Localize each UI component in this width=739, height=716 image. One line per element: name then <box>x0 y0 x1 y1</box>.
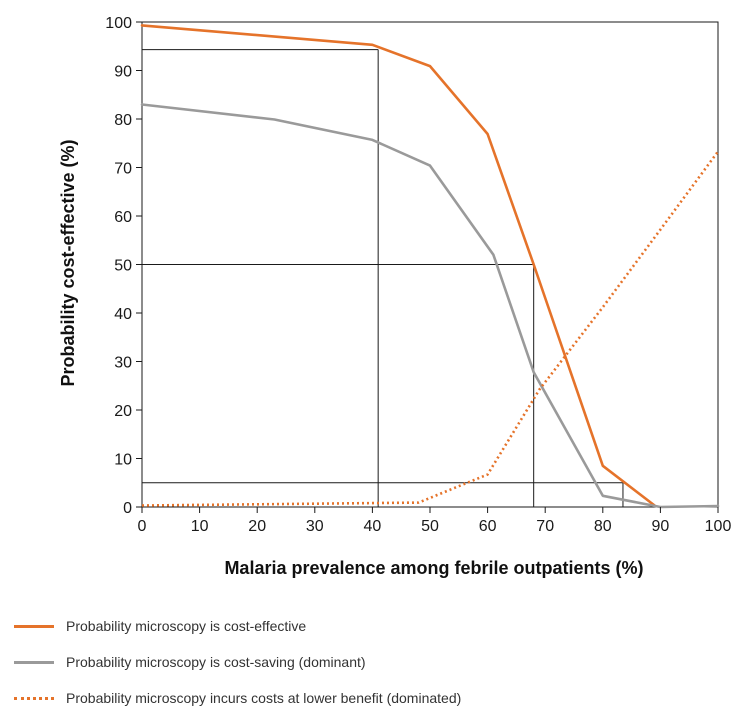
y-tick-label: 0 <box>123 500 132 517</box>
y-tick-label: 40 <box>114 306 132 323</box>
reference-lines <box>142 49 624 507</box>
series-line-cost-effective <box>140 24 656 507</box>
x-tick-label: 80 <box>594 518 612 535</box>
legend-item-cost-saving: Probability microscopy is cost-saving (d… <box>14 644 461 680</box>
x-tick-label: 30 <box>306 518 324 535</box>
series-line-dominated <box>141 150 720 507</box>
legend-swatch-cost-saving <box>14 660 54 664</box>
legend-item-dominated: Probability microscopy incurs costs at l… <box>14 680 461 716</box>
x-tick-label: 90 <box>652 518 670 535</box>
x-tick-label: 40 <box>364 518 382 535</box>
y-tick-label: 10 <box>114 452 132 469</box>
x-tick-label: 10 <box>191 518 209 535</box>
series-line-cost-saving <box>140 103 720 509</box>
y-tick-label: 70 <box>114 161 132 178</box>
x-tick-label: 100 <box>705 518 732 535</box>
y-tick-label: 30 <box>114 355 132 372</box>
x-tick-label: 0 <box>138 518 147 535</box>
y-axis-title: Probability cost-effective (%) <box>58 139 78 386</box>
y-tick-label: 90 <box>114 64 132 81</box>
y-tick-label: 60 <box>114 209 132 226</box>
x-tick-label: 20 <box>248 518 266 535</box>
legend-label-cost-saving: Probability microscopy is cost-saving (d… <box>66 654 366 670</box>
series-lines <box>140 24 720 509</box>
legend-swatch-dominated <box>14 696 54 700</box>
x-tick-label: 60 <box>479 518 497 535</box>
tick-labels: 0 10 20 30 40 50 60 70 80 90 100 0 10 20 30 40 50 60 70 80 9… <box>105 15 731 535</box>
y-tick-label: 100 <box>105 15 132 32</box>
y-tick-label: 80 <box>114 112 132 129</box>
legend-swatch-cost-effective <box>14 624 54 628</box>
legend-label-dominated: Probability microscopy incurs costs at l… <box>66 690 462 706</box>
legend-label-cost-effective: Probability microscopy is cost-effective <box>66 618 307 634</box>
chart: 0 10 20 30 40 50 60 70 80 90 100 0 10 20 30 40 50 60 70 80 9… <box>58 15 731 578</box>
x-tick-label: 50 <box>421 518 439 535</box>
x-axis-title: Malaria prevalence among febrile outpati… <box>224 558 643 578</box>
legend: Probability microscopy is cost-effective… <box>14 608 461 716</box>
x-tick-label: 70 <box>536 518 554 535</box>
y-tick-label: 20 <box>114 403 132 420</box>
legend-item-cost-effective: Probability microscopy is cost-effective <box>14 608 461 644</box>
y-tick-label: 50 <box>114 258 132 275</box>
